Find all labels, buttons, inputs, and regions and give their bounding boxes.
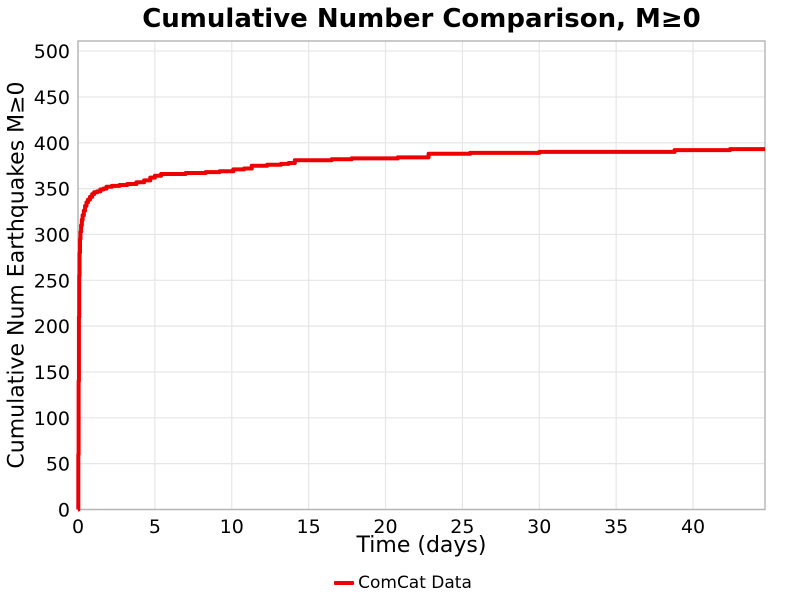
x-axis-label: Time (days) [356, 533, 487, 558]
x-tick-label: 25 [450, 516, 474, 538]
x-tick-label: 20 [373, 516, 397, 538]
x-tick-label: 35 [604, 516, 628, 538]
y-tick-label: 100 [34, 408, 70, 430]
y-tick-label: 400 [34, 133, 70, 155]
y-tick-label: 150 [34, 362, 70, 384]
y-tick-label: 50 [46, 454, 70, 476]
x-tick-label: 40 [681, 516, 705, 538]
legend-label: ComCat Data [358, 573, 472, 593]
y-tick-label: 350 [34, 179, 70, 201]
x-tick-label: 10 [220, 516, 244, 538]
chart-title: Cumulative Number Comparison, M≥0 [142, 4, 701, 34]
x-tick-label: 30 [527, 516, 551, 538]
x-tick-label: 0 [72, 516, 84, 538]
legend-line-marker [334, 581, 355, 585]
y-tick-label: 300 [34, 224, 70, 246]
legend: ComCat Data [0, 572, 800, 594]
y-tick-label: 0 [58, 500, 70, 522]
series-line [76, 147, 765, 512]
y-tick-label: 250 [34, 270, 70, 292]
y-tick-label: 450 [34, 87, 70, 109]
plot-frame [77, 40, 766, 511]
y-tick-label: 200 [34, 316, 70, 338]
x-tick-label: 15 [297, 516, 321, 538]
x-tick-label: 5 [149, 516, 161, 538]
y-tick-label: 500 [34, 41, 70, 63]
